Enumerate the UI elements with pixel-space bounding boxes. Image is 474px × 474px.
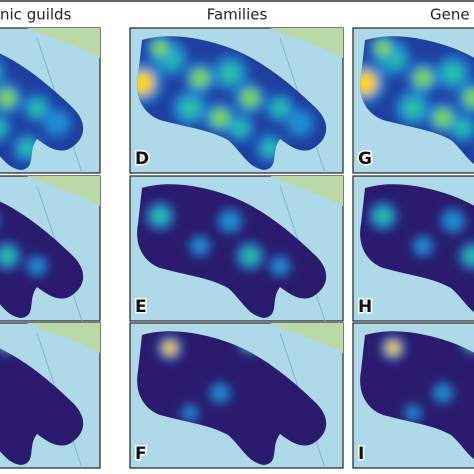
heat-spots: [360, 36, 474, 143]
heat-spot: [191, 69, 209, 87]
coast: [270, 323, 343, 353]
panel-label: I: [358, 444, 364, 464]
heat-spot: [262, 140, 278, 156]
heat-spot: [185, 408, 195, 418]
heat-halo: [0, 113, 12, 143]
heat-spot: [274, 260, 286, 272]
map-panel: [0, 175, 101, 322]
heat-spots: [0, 55, 72, 163]
heat-spot: [242, 248, 258, 264]
panel-label: G: [358, 149, 372, 169]
column-header: Families: [207, 6, 268, 24]
heat-spot: [163, 341, 177, 355]
map-panel: [0, 322, 101, 469]
heat-spot: [455, 120, 471, 136]
heat-spot: [241, 89, 259, 107]
heat-spot: [434, 109, 452, 127]
column-header: nic guilds: [0, 6, 72, 24]
heat-spots: [145, 201, 291, 277]
heat-spot: [414, 69, 432, 87]
panel-label: E: [135, 297, 147, 317]
heat-spot: [194, 240, 206, 252]
column-header: Gene: [430, 6, 470, 24]
heat-spots: [368, 201, 474, 271]
heat-spot: [403, 98, 423, 118]
coast: [27, 176, 100, 206]
heat-spot: [214, 387, 226, 399]
heat-spot: [272, 100, 288, 116]
panel-label: F: [135, 444, 147, 464]
coast: [270, 28, 343, 58]
heat-spot: [464, 89, 474, 107]
coast: [27, 323, 100, 353]
panel-label: D: [135, 149, 149, 169]
heat-spot: [292, 115, 308, 131]
coast: [270, 176, 343, 206]
heat-spot: [375, 40, 391, 56]
heat-spots: [137, 36, 315, 163]
heat-spot: [220, 63, 240, 83]
map-panel: F: [129, 322, 344, 469]
heat-spot: [417, 240, 429, 252]
heat-spots: [0, 241, 48, 277]
map-panel: G: [352, 27, 474, 174]
heat-spot: [49, 115, 65, 131]
heat-spot: [152, 208, 168, 224]
heat-spot: [0, 248, 15, 264]
heat-spot: [137, 71, 154, 95]
heat-spot: [443, 63, 463, 83]
heat-spot: [0, 89, 16, 107]
map-panel: H: [352, 175, 474, 322]
panel-grid: D G E H F I: [0, 27, 474, 469]
heat-spot: [31, 260, 43, 272]
heat-spot: [360, 71, 377, 95]
heat-spot: [152, 40, 168, 56]
heat-spot: [437, 387, 449, 399]
heat-spot: [375, 208, 391, 224]
heat-spot: [0, 120, 5, 136]
heat-spot: [211, 109, 229, 127]
map-panel: D: [129, 27, 344, 174]
heat-spot: [386, 341, 400, 355]
heat-spot: [223, 214, 237, 228]
heat-spot: [446, 214, 460, 228]
heat-spots: [380, 332, 474, 422]
heat-spot: [180, 98, 200, 118]
coast: [27, 28, 100, 58]
panel-label: H: [358, 297, 372, 317]
heat-spot: [29, 100, 45, 116]
map-panel: I: [352, 322, 474, 469]
heat-spot: [232, 120, 248, 136]
map-panel: [0, 27, 101, 174]
heat-spot: [19, 140, 35, 156]
heat-spot: [408, 408, 418, 418]
heat-spot: [465, 248, 474, 264]
map-panel: E: [129, 175, 344, 322]
